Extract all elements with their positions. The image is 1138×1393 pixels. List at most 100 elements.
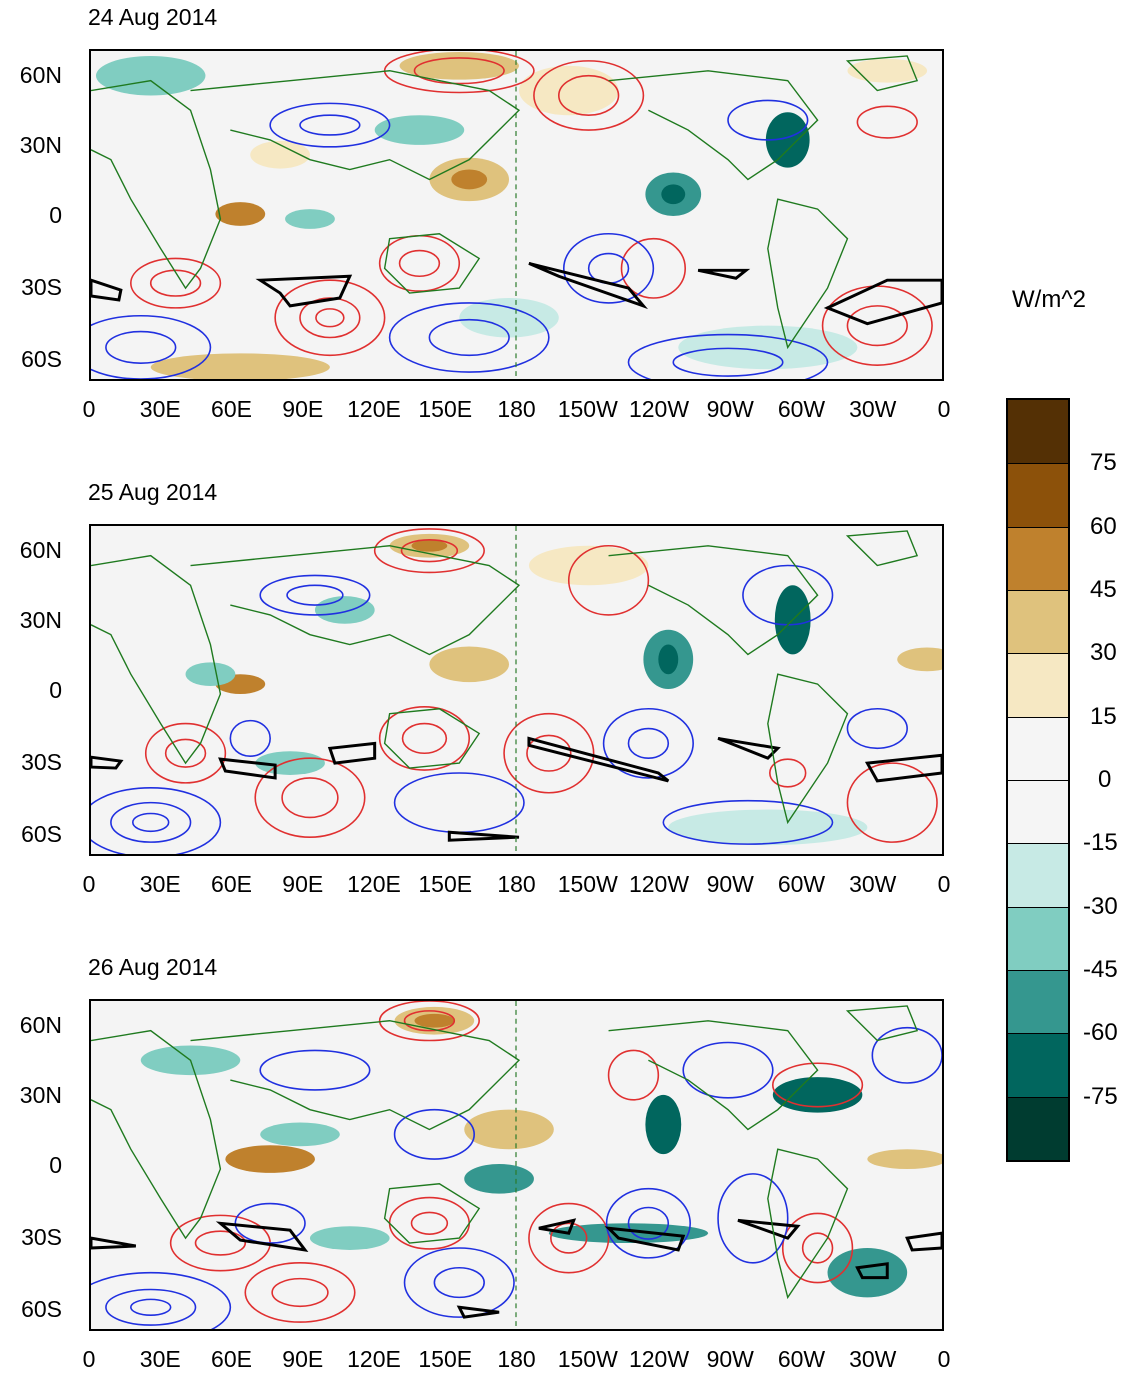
lon-tick-label: 90W <box>706 396 754 422</box>
colorbar-tick-label: -75 <box>1083 1082 1118 1110</box>
lat-tick-label: 60S <box>21 1296 62 1322</box>
blue-contour <box>627 1206 670 1240</box>
shade-blob <box>185 662 236 687</box>
shade-blob <box>150 353 330 379</box>
black-contour <box>447 830 520 842</box>
lat-tick-label: 60N <box>19 62 62 88</box>
lat-tick-label: 30N <box>19 1082 62 1108</box>
black-contour <box>855 1262 889 1280</box>
black-contour <box>91 755 124 770</box>
coastline-greenland <box>845 530 919 567</box>
coastlines <box>91 530 919 825</box>
lon-tick-label: 60W <box>777 396 826 422</box>
coastline-greenland <box>845 55 919 92</box>
coastline-australia <box>383 1183 481 1244</box>
lon-tick-label: 30W <box>849 1346 897 1372</box>
red-contour <box>403 1010 456 1032</box>
red-contour <box>771 1062 864 1108</box>
lon-tick-label: 120E <box>347 1346 401 1372</box>
coastlines <box>91 1005 919 1300</box>
shade-blob <box>678 325 858 370</box>
black-contour <box>527 736 670 783</box>
shade-blob <box>765 112 810 168</box>
red-contour <box>846 762 938 843</box>
black-contour <box>456 1305 500 1319</box>
lon-tick-label: 30E <box>139 1346 181 1372</box>
lon-tick-label: 150W <box>557 871 618 897</box>
map-plot <box>89 49 944 381</box>
blue-contour <box>286 584 344 606</box>
red-contour <box>607 1049 660 1101</box>
black-contour <box>717 736 781 760</box>
blue-contour <box>562 232 655 304</box>
red-contour <box>413 57 505 85</box>
red-contour <box>194 1230 247 1256</box>
lon-tick-label: 0 <box>82 871 96 897</box>
blue-contour <box>393 1108 475 1160</box>
zero-contours <box>91 736 942 842</box>
shade-blob <box>285 209 335 229</box>
lon-tick-label: 180 <box>497 1346 536 1372</box>
lon-tick-label: 120W <box>628 396 690 422</box>
panel-title: 26 Aug 2014 <box>88 954 218 980</box>
lat-tick-label: 30S <box>21 274 62 300</box>
red-contour <box>378 1001 480 1042</box>
map-plot <box>89 524 944 856</box>
lon-tick-label: 90E <box>282 1346 324 1372</box>
red-contour <box>856 105 918 139</box>
shade-blob <box>897 647 942 672</box>
red-contour <box>398 249 441 278</box>
colorbar-tick-label: 15 <box>1090 702 1117 730</box>
red-contour <box>846 305 908 347</box>
lon-tick-label: 30E <box>139 396 181 422</box>
colorbar-box <box>1008 843 1068 907</box>
lon-tick-label: 150W <box>557 396 618 422</box>
blue-contour <box>605 1187 691 1259</box>
blue-contour <box>428 318 510 357</box>
shade-blob <box>528 545 649 586</box>
shade-blob <box>645 1094 682 1155</box>
coastline-samerica <box>767 673 849 825</box>
blue-contour <box>229 719 271 757</box>
negative-contours <box>91 564 908 854</box>
lon-tick-label: 90E <box>282 396 324 422</box>
black-contour <box>905 1231 942 1252</box>
red-contour <box>410 1211 449 1235</box>
coastline-samerica <box>767 198 849 350</box>
red-contour <box>244 1262 356 1323</box>
lon-tick-label: 150E <box>418 1346 473 1372</box>
red-contour <box>373 528 485 574</box>
blue-contour <box>393 772 525 834</box>
lat-tick-label: 60S <box>21 821 62 847</box>
colorbar-units: W/m^2 <box>1012 286 1086 313</box>
red-contour <box>558 74 620 117</box>
shade-blob <box>867 1149 942 1169</box>
colorbar-tick-label: 0 <box>1098 766 1112 793</box>
lon-tick-label: 90W <box>706 871 754 897</box>
coastline-namerica <box>608 1020 819 1131</box>
black-contour <box>215 1221 309 1252</box>
lon-tick-label: 60W <box>777 1346 826 1372</box>
red-contour <box>164 738 207 768</box>
blue-contour <box>105 1288 197 1326</box>
red-contour <box>620 237 687 299</box>
colorbar-box <box>1008 906 1068 970</box>
shade-blob <box>225 1145 315 1173</box>
colorbar-tick-label: 30 <box>1090 639 1117 667</box>
blue-contour <box>662 799 834 845</box>
shade-blob <box>414 1013 455 1028</box>
red-contour <box>550 1222 588 1254</box>
shade-blob <box>309 1226 390 1250</box>
coastline-africa <box>91 554 222 765</box>
red-contour <box>567 544 650 616</box>
blue-contour <box>672 347 784 377</box>
colorbar-box <box>1008 400 1068 464</box>
blue-contour <box>110 801 192 843</box>
blue-contour <box>130 1298 172 1316</box>
lon-tick-label: 90W <box>706 1346 754 1372</box>
blue-contour <box>132 812 170 833</box>
lat-tick-label: 30N <box>19 132 62 158</box>
lon-tick-label: 60W <box>777 871 826 897</box>
lon-tick-label: 180 <box>497 871 536 897</box>
shade-blob <box>661 184 686 205</box>
